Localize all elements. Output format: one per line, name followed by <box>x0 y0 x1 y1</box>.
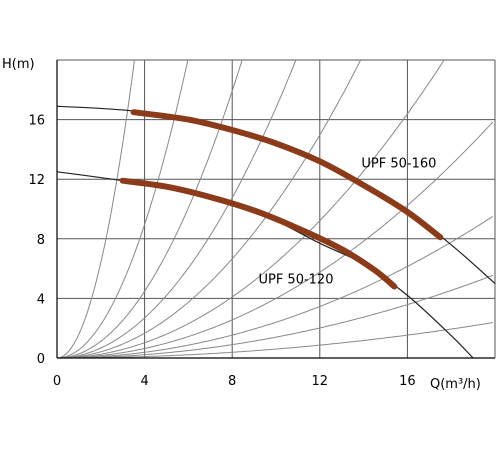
system-curve <box>57 121 494 359</box>
y-axis-label: H(m) <box>2 57 35 72</box>
series-line-upf-50-120 <box>119 177 398 290</box>
y-tick-label: 16 <box>28 114 45 129</box>
x-tick-label: 12 <box>312 374 329 389</box>
x-tick-label: 4 <box>140 374 148 389</box>
system-curve <box>57 59 445 359</box>
system-curve <box>56 59 189 359</box>
system-curve <box>57 215 494 359</box>
x-tick-label: 0 <box>53 374 61 389</box>
system-curve <box>57 59 297 359</box>
series-line-upf-50-160 <box>130 109 444 241</box>
series-label: UPF 50-120 <box>258 273 333 288</box>
y-tick-label: 0 <box>37 352 45 367</box>
tick-labels: 0 4 8 12 16 0 4 8 12 16 <box>28 114 415 389</box>
series-layer <box>56 105 496 359</box>
series-label: UPF 50-160 <box>361 156 436 171</box>
y-tick-label: 8 <box>37 233 45 248</box>
system-curves <box>56 59 494 359</box>
y-tick-label: 4 <box>37 292 45 307</box>
x-tick-label: 8 <box>228 374 236 389</box>
system-curve <box>57 59 362 359</box>
annotations: UPF 50-160 UPF 50-120 <box>258 156 436 287</box>
x-axis-label: Q(m³/h) <box>430 377 481 392</box>
x-tick-label: 16 <box>399 374 416 389</box>
system-curve <box>57 59 243 359</box>
system-curve <box>56 59 135 359</box>
system-curve <box>57 274 493 359</box>
axes <box>56 60 495 359</box>
grid <box>56 59 496 359</box>
y-tick-label: 12 <box>28 173 45 188</box>
system-curve <box>57 322 493 359</box>
